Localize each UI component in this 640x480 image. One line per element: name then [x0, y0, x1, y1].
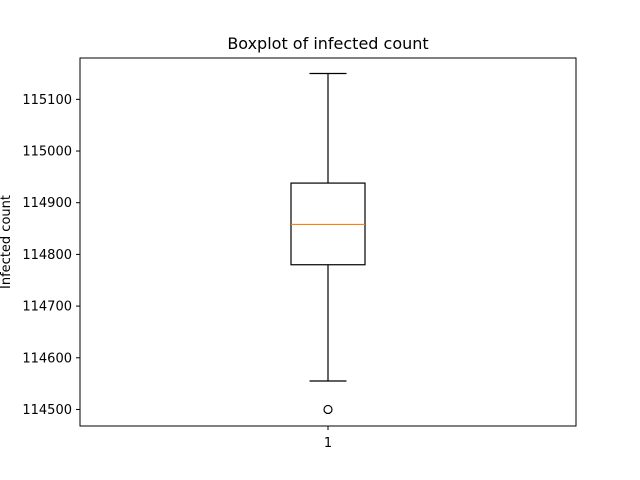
plot-frame — [79, 57, 577, 427]
y-tick-label-114800: 114800 — [22, 248, 72, 263]
outlier-point-0 — [323, 404, 333, 415]
y-tick-label-114600: 114600 — [22, 351, 72, 366]
y-tick-label-115100: 115100 — [22, 93, 72, 108]
x-tick-label-1: 1 — [324, 436, 332, 451]
y-axis-label: Infected count — [0, 195, 14, 289]
y-tick-label-115000: 115000 — [22, 145, 72, 160]
y-tick-label-114700: 114700 — [22, 300, 72, 315]
plot-area: 114500 114600 114700 114800 114900 115000 1151… — [22, 72, 366, 451]
y-tick-label-114900: 114900 — [22, 196, 72, 211]
y-tick-label-114500: 114500 — [22, 403, 72, 418]
chart-title: Boxplot of infected count — [227, 34, 428, 53]
